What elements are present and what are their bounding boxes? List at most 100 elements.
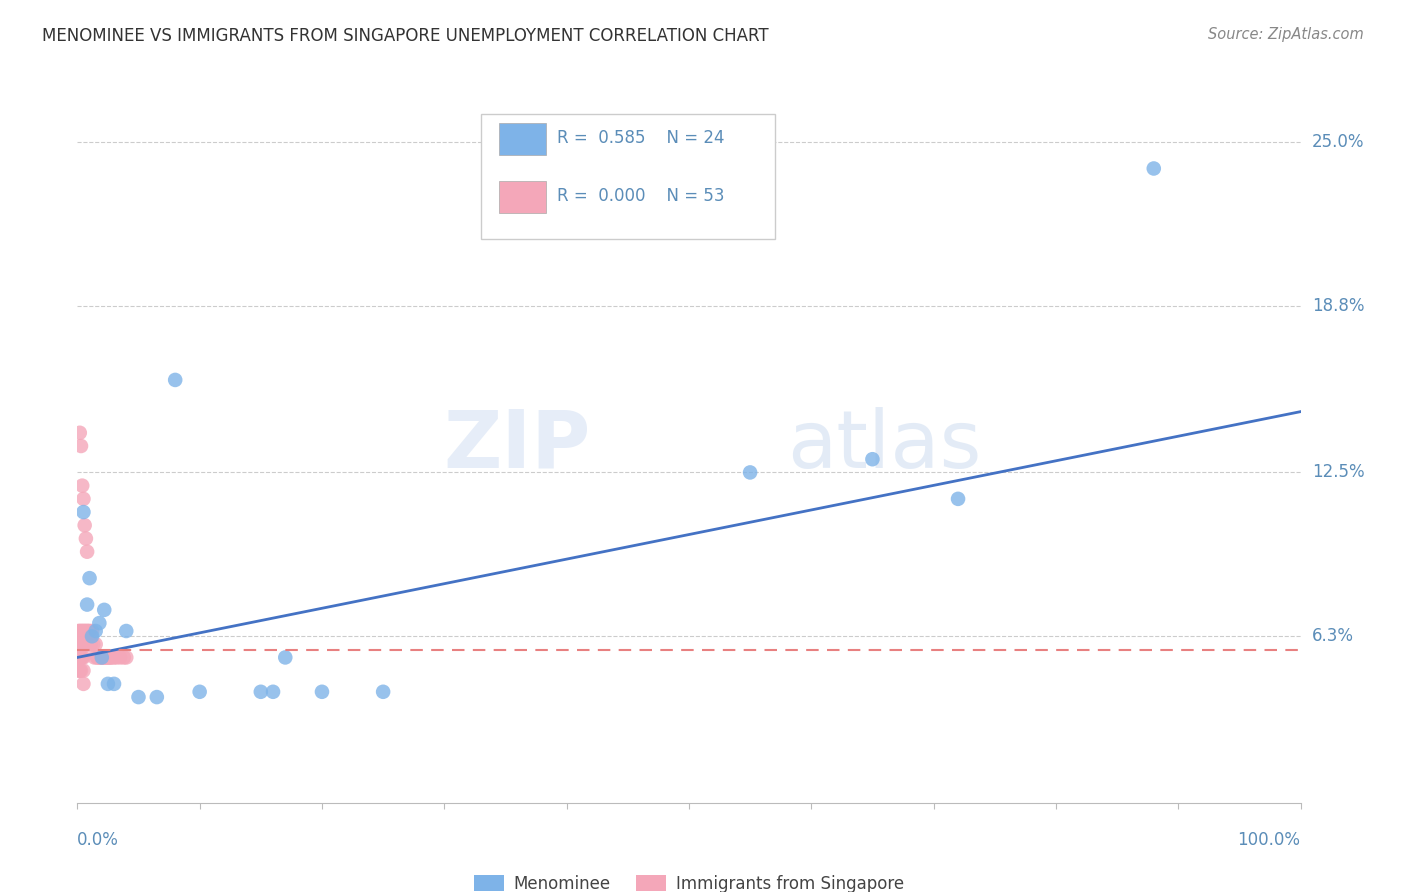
Point [80, 629, 103, 643]
Point [112, 650, 135, 665]
Point [103, 677, 125, 691]
Text: Source: ZipAtlas.com: Source: ZipAtlas.com [1208, 27, 1364, 42]
Point [76, 545, 98, 559]
Point [740, 466, 762, 480]
Point [79, 624, 101, 638]
Point [72, 677, 94, 691]
Point [80, 624, 103, 638]
Point [70, 624, 93, 638]
Point [1143, 161, 1166, 176]
Point [90, 650, 112, 665]
Point [87, 650, 110, 665]
FancyBboxPatch shape [499, 181, 546, 213]
Point [371, 685, 394, 699]
Point [90, 650, 112, 665]
Point [70, 478, 93, 492]
Point [83, 650, 105, 665]
Text: MENOMINEE VS IMMIGRANTS FROM SINGAPORE UNEMPLOYMENT CORRELATION CHART: MENOMINEE VS IMMIGRANTS FROM SINGAPORE U… [42, 27, 769, 45]
Point [311, 685, 333, 699]
Point [250, 685, 273, 699]
Point [72, 664, 94, 678]
Point [90, 650, 112, 665]
Point [94, 650, 117, 665]
Point [79, 637, 101, 651]
Text: 6.3%: 6.3% [1312, 627, 1354, 645]
Point [67, 637, 90, 651]
Point [69, 650, 91, 665]
Point [188, 685, 211, 699]
Point [115, 650, 138, 665]
Point [103, 650, 125, 665]
Point [946, 491, 969, 506]
Point [105, 650, 128, 665]
Point [70, 624, 93, 638]
Point [76, 637, 98, 651]
Point [77, 637, 100, 651]
Point [70, 439, 93, 453]
Text: 0.0%: 0.0% [77, 831, 120, 849]
Point [84, 637, 107, 651]
Point [70, 664, 93, 678]
Point [89, 650, 111, 665]
Point [72, 491, 94, 506]
Point [69, 637, 91, 651]
Point [93, 603, 115, 617]
Point [165, 373, 187, 387]
Point [86, 650, 108, 665]
Text: atlas: atlas [787, 407, 981, 485]
Point [75, 532, 97, 546]
Point [108, 650, 131, 665]
Point [262, 685, 284, 699]
Text: 12.5%: 12.5% [1312, 464, 1364, 482]
Text: R =  0.000    N = 53: R = 0.000 N = 53 [557, 187, 724, 205]
Point [97, 677, 120, 691]
Point [146, 690, 169, 704]
Text: 100.0%: 100.0% [1237, 831, 1301, 849]
Point [274, 650, 297, 665]
Point [67, 650, 90, 665]
Text: 25.0%: 25.0% [1312, 133, 1364, 151]
Point [93, 650, 115, 665]
Point [73, 624, 96, 638]
Point [98, 650, 121, 665]
Point [72, 637, 94, 651]
Point [75, 624, 97, 638]
Point [80, 637, 103, 651]
Point [73, 518, 96, 533]
Point [84, 624, 107, 638]
Point [76, 624, 98, 638]
Point [70, 637, 93, 651]
FancyBboxPatch shape [481, 114, 775, 239]
Point [67, 664, 90, 678]
Point [69, 624, 91, 638]
Point [96, 650, 118, 665]
Point [127, 690, 149, 704]
Text: ZIP: ZIP [444, 407, 591, 485]
Point [69, 425, 91, 440]
Legend: Menominee, Immigrants from Singapore: Menominee, Immigrants from Singapore [467, 868, 911, 892]
Point [72, 624, 94, 638]
Point [862, 452, 884, 467]
Point [98, 650, 121, 665]
Text: 18.8%: 18.8% [1312, 297, 1364, 315]
Point [115, 624, 138, 638]
Point [70, 650, 93, 665]
Point [89, 616, 111, 631]
Point [70, 637, 93, 651]
Point [67, 624, 90, 638]
Point [97, 650, 120, 665]
Text: R =  0.585    N = 24: R = 0.585 N = 24 [557, 128, 724, 146]
Point [70, 650, 93, 665]
Point [72, 505, 94, 519]
Point [82, 637, 104, 651]
Point [79, 571, 101, 585]
Point [100, 650, 122, 665]
Point [75, 637, 97, 651]
Point [77, 624, 100, 638]
Point [72, 650, 94, 665]
Point [91, 650, 114, 665]
Point [73, 637, 96, 651]
Point [69, 664, 91, 678]
FancyBboxPatch shape [499, 123, 546, 155]
Point [76, 598, 98, 612]
